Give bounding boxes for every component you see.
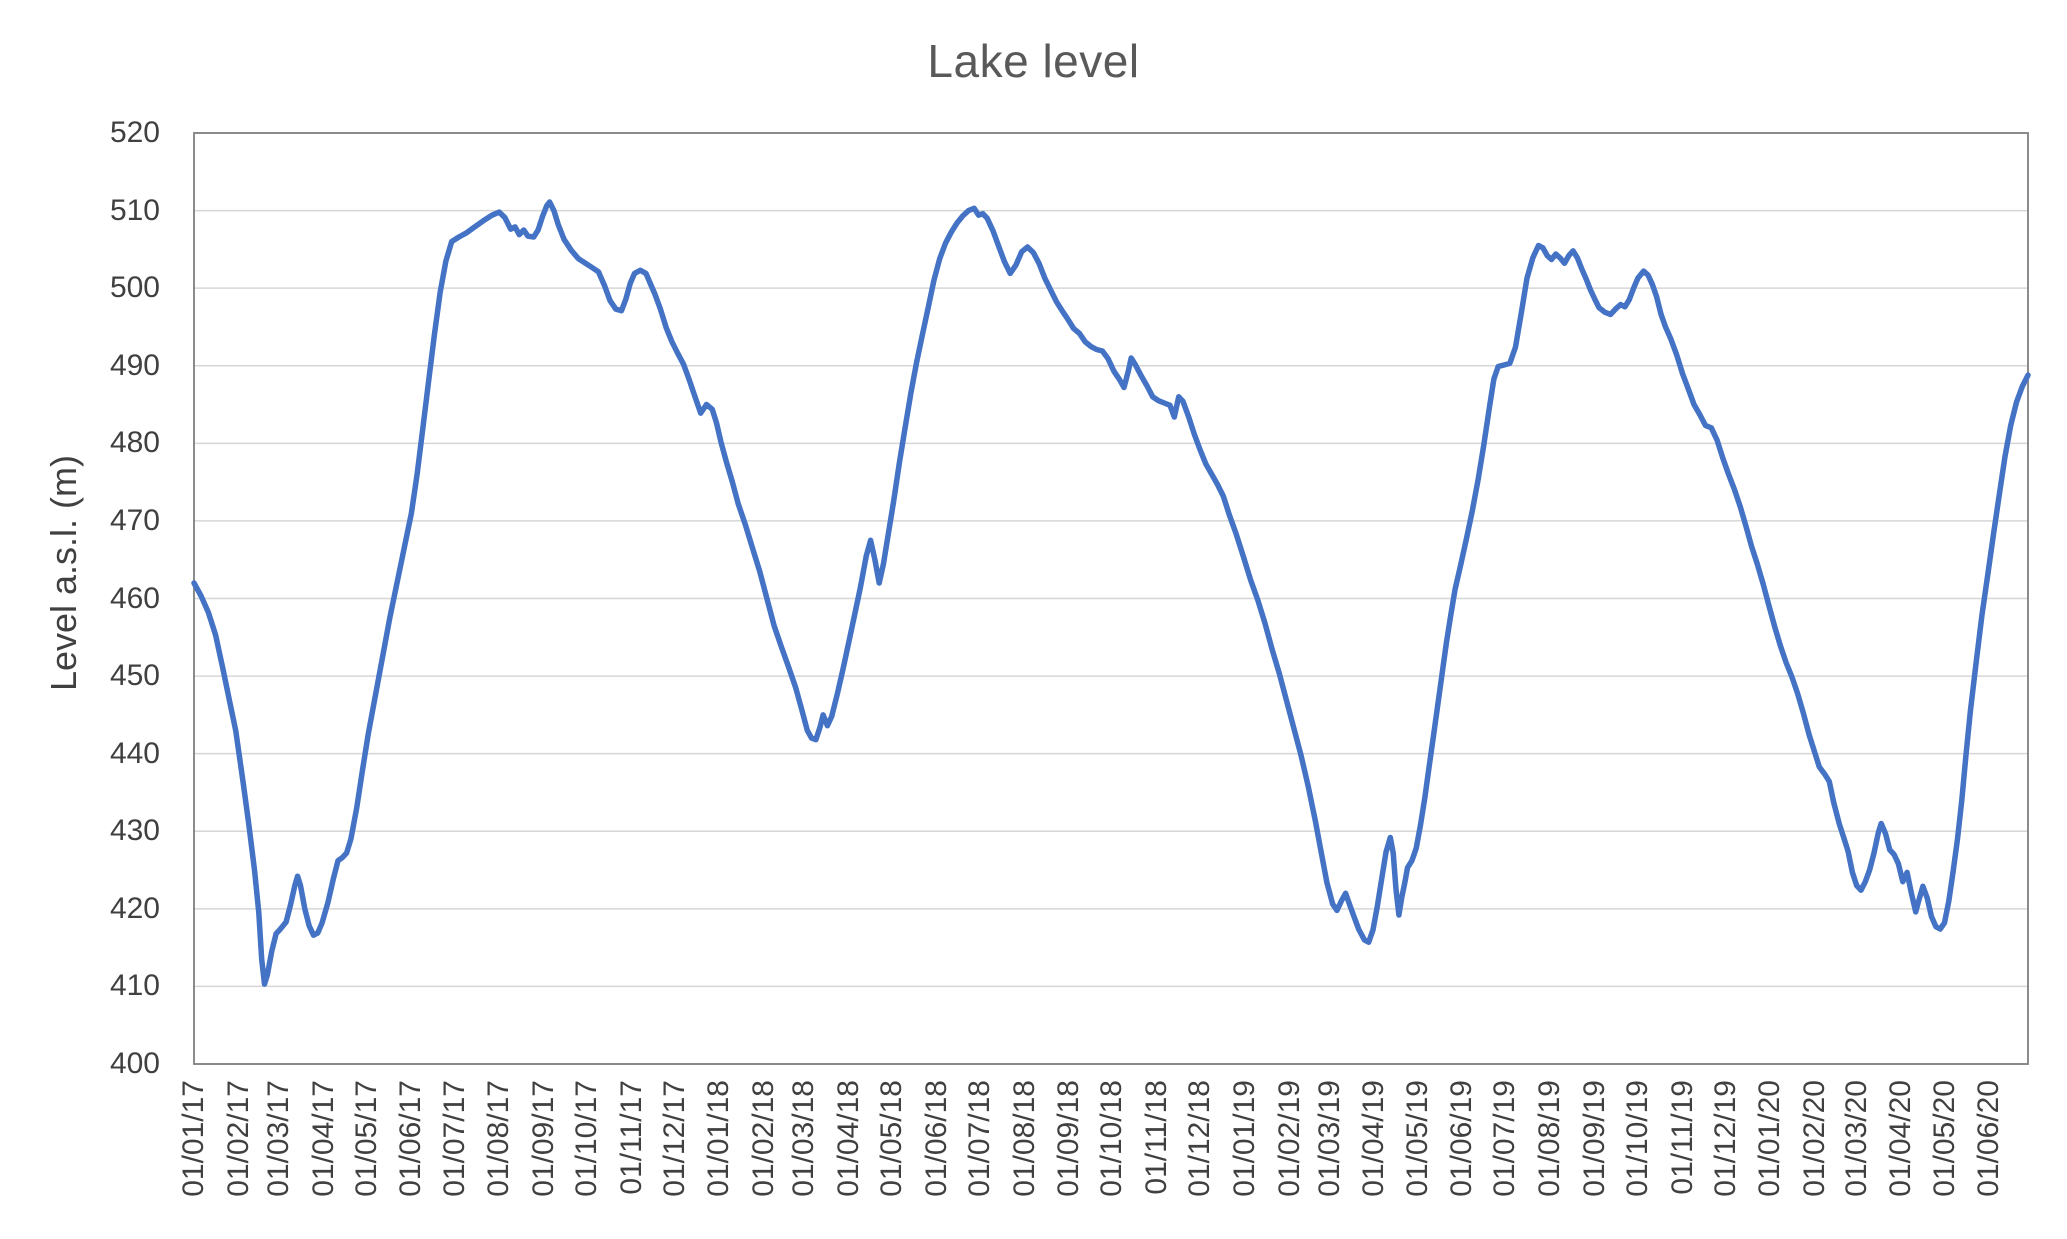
x-tick-label: 01/04/19 bbox=[1357, 1080, 1391, 1197]
x-tick-label: 01/02/19 bbox=[1272, 1080, 1306, 1197]
y-tick-label: 410 bbox=[109, 969, 160, 1003]
x-tick-label: 01/03/17 bbox=[261, 1080, 295, 1197]
x-tick-label: 01/06/18 bbox=[919, 1080, 953, 1197]
x-tick-label: 01/07/19 bbox=[1488, 1080, 1522, 1197]
x-tick-label: 01/02/18 bbox=[747, 1080, 781, 1197]
x-tick-label: 01/10/19 bbox=[1620, 1080, 1654, 1197]
x-tick-label: 01/03/19 bbox=[1312, 1080, 1346, 1197]
y-tick-label: 500 bbox=[109, 271, 160, 305]
y-tick-label: 520 bbox=[109, 116, 160, 149]
y-tick-label: 440 bbox=[109, 736, 160, 770]
x-tick-label: 01/11/17 bbox=[614, 1080, 648, 1195]
x-tick-label: 01/03/18 bbox=[787, 1080, 821, 1197]
chart-title: Lake level bbox=[927, 35, 1140, 87]
y-tick-label: 510 bbox=[109, 193, 160, 227]
x-tick-label: 01/06/19 bbox=[1445, 1080, 1479, 1197]
x-tick-label: 01/02/20 bbox=[1797, 1080, 1831, 1197]
x-tick-label: 01/06/20 bbox=[1972, 1080, 2006, 1197]
x-tick-label: 01/08/17 bbox=[482, 1080, 516, 1197]
x-tick-label: 01/07/17 bbox=[437, 1080, 471, 1197]
x-tick-label: 01/10/17 bbox=[570, 1080, 603, 1197]
x-tick-label: 01/05/18 bbox=[875, 1080, 909, 1197]
plot-border bbox=[193, 132, 2029, 1065]
x-tick-label: 01/05/20 bbox=[1927, 1080, 1961, 1197]
y-tick-label: 430 bbox=[109, 814, 160, 848]
x-tick-label: 01/09/19 bbox=[1577, 1080, 1611, 1197]
x-tick-label: 01/05/17 bbox=[349, 1080, 383, 1197]
y-tick-label: 400 bbox=[109, 1047, 160, 1080]
y-tick-label: 490 bbox=[109, 348, 160, 382]
x-tick-label: 01/01/18 bbox=[702, 1080, 736, 1197]
x-tick-label: 01/01/20 bbox=[1753, 1080, 1787, 1197]
x-tick-label: 01/09/17 bbox=[526, 1080, 560, 1197]
x-tick-label: 01/12/18 bbox=[1183, 1080, 1217, 1197]
y-tick-label: 460 bbox=[109, 581, 160, 615]
x-tick-label: 01/09/18 bbox=[1052, 1080, 1086, 1197]
x-tick-label: 01/02/17 bbox=[221, 1080, 255, 1197]
x-tick-label: 01/01/17 bbox=[177, 1080, 210, 1197]
x-tick-label: 01/11/18 bbox=[1140, 1080, 1174, 1195]
x-tick-label: 01/08/18 bbox=[1007, 1080, 1041, 1197]
x-tick-label: 01/07/18 bbox=[963, 1080, 996, 1197]
x-tick-label: 01/04/20 bbox=[1884, 1080, 1918, 1197]
y-tick-label: 480 bbox=[109, 426, 160, 460]
x-tick-label: 01/12/19 bbox=[1708, 1080, 1742, 1197]
y-tick-label: 450 bbox=[109, 659, 160, 693]
y-tick-label: 470 bbox=[109, 503, 160, 537]
x-tick-label: 01/03/20 bbox=[1839, 1080, 1873, 1197]
x-tick-label: 01/08/19 bbox=[1533, 1080, 1567, 1197]
x-tick-label: 01/01/19 bbox=[1227, 1080, 1261, 1197]
x-tick-label: 01/10/18 bbox=[1095, 1080, 1129, 1197]
x-tick-label: 01/04/17 bbox=[306, 1080, 340, 1197]
x-tick-label: 01/05/19 bbox=[1400, 1080, 1434, 1197]
x-tick-label: 01/06/17 bbox=[394, 1080, 428, 1197]
x-tick-label: 01/12/17 bbox=[657, 1080, 691, 1197]
y-tick-label: 420 bbox=[109, 891, 160, 925]
x-tick-label: 01/11/19 bbox=[1665, 1080, 1699, 1195]
x-tick-label: 01/04/18 bbox=[832, 1080, 865, 1197]
lake-level-line-series bbox=[191, 199, 2031, 987]
